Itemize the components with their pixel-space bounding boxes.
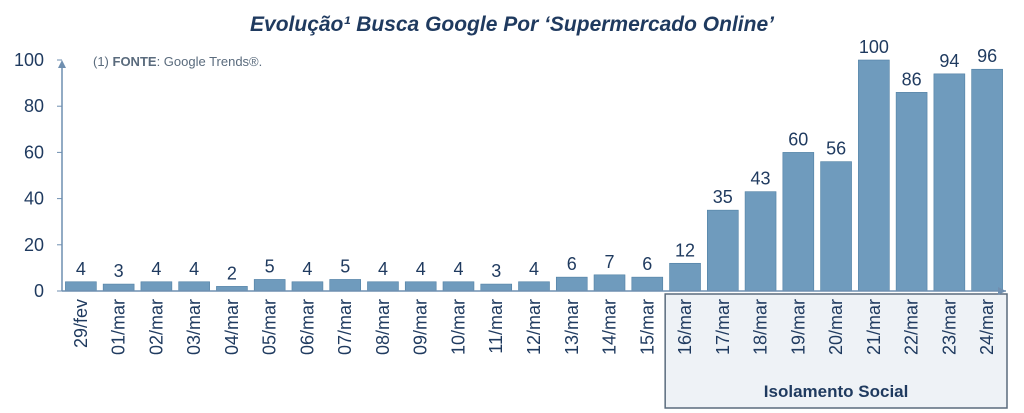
bar-11: [480, 283, 513, 292]
bars-group: [65, 59, 1003, 292]
bar-8: [367, 281, 399, 292]
x-tick-label-15: 15/mar: [637, 299, 657, 355]
x-tick-label-17: 17/mar: [713, 299, 733, 355]
data-label-16: 12: [675, 240, 695, 260]
x-tick-label-9: 09/mar: [411, 299, 431, 355]
y-tick-label-1: 20: [24, 235, 44, 255]
data-label-14: 7: [605, 252, 615, 272]
bar-24: [971, 68, 1003, 292]
bar-1: [102, 283, 135, 292]
data-label-6: 4: [302, 259, 312, 279]
bar-20: [820, 161, 852, 292]
data-label-21: 100: [859, 37, 889, 57]
bar-3: [178, 281, 210, 292]
bar-22: [895, 92, 928, 292]
data-label-19: 60: [788, 129, 808, 149]
bar-5: [253, 279, 286, 292]
bar-16: [669, 262, 701, 292]
y-axis-arrow: [58, 60, 66, 68]
x-tick-label-0: 29/fev: [71, 299, 91, 348]
y-tick-label-3: 60: [24, 142, 44, 162]
data-label-1: 3: [114, 261, 124, 281]
x-tick-label-12: 12/mar: [524, 299, 544, 355]
bar-0: [65, 281, 97, 292]
bar-18: [744, 191, 777, 292]
x-tick-label-21: 21/mar: [864, 299, 884, 355]
data-label-0: 4: [76, 259, 86, 279]
data-label-24: 96: [977, 46, 997, 66]
data-label-8: 4: [378, 259, 388, 279]
x-tick-label-3: 03/mar: [184, 299, 204, 355]
y-axis: 0 20 40 60 80 100: [14, 50, 66, 301]
x-tick-label-11: 11/mar: [486, 299, 506, 354]
data-label-4: 2: [227, 263, 237, 283]
x-tick-label-24: 24/mar: [977, 299, 997, 355]
bar-10: [442, 281, 475, 292]
y-tick-label-0: 0: [34, 281, 44, 301]
source-label: FONTE: [113, 54, 157, 69]
x-tick-label-14: 14/mar: [600, 299, 620, 355]
bar-7: [329, 279, 361, 292]
x-tick-label-22: 22/mar: [902, 299, 922, 355]
bar-19: [782, 152, 815, 292]
x-tick-label-5: 05/mar: [260, 299, 280, 355]
bar-23: [933, 73, 966, 292]
x-tick-label-4: 04/mar: [222, 299, 242, 355]
bar-12: [518, 281, 550, 292]
data-label-22: 86: [902, 69, 922, 89]
x-tick-label-6: 06/mar: [297, 299, 317, 355]
x-tick-label-13: 13/mar: [562, 299, 582, 355]
x-tick-label-2: 02/mar: [146, 299, 166, 355]
x-tick-label-16: 16/mar: [675, 299, 695, 355]
data-label-18: 43: [751, 169, 771, 189]
data-label-13: 6: [567, 254, 577, 274]
bar-2: [140, 281, 173, 292]
bar-9: [404, 281, 437, 292]
data-label-11: 3: [491, 261, 501, 281]
data-label-5: 5: [265, 256, 275, 276]
data-label-23: 94: [939, 51, 959, 71]
bar-14: [593, 274, 626, 292]
x-tick-label-18: 18/mar: [751, 299, 771, 355]
data-label-12: 4: [529, 259, 539, 279]
chart-source-note: (1) FONTE: Google Trends®.: [93, 54, 262, 69]
data-label-9: 4: [416, 259, 426, 279]
data-label-15: 6: [642, 254, 652, 274]
x-tick-label-20: 20/mar: [826, 299, 846, 355]
y-tick-label-4: 80: [24, 96, 44, 116]
bar-15: [631, 276, 664, 292]
y-tick-label-5: 100: [14, 50, 44, 70]
x-tick-label-10: 10/mar: [448, 299, 468, 355]
bar-13: [555, 276, 588, 292]
x-tick-label-23: 23/mar: [939, 299, 959, 355]
data-label-2: 4: [151, 259, 161, 279]
x-tick-label-1: 01/mar: [109, 299, 129, 355]
annotation-box: [664, 293, 1008, 409]
chart-title: Evolução¹ Busca Google Por ‘Supermercado…: [250, 13, 775, 36]
x-tick-label-8: 08/mar: [373, 299, 393, 355]
x-axis: 29/fev 01/mar 02/mar 03/mar 04/mar 05/mar 06/m…: [62, 287, 1006, 355]
bar-17: [707, 209, 739, 292]
x-tick-label-7: 07/mar: [335, 299, 355, 355]
data-label-7: 5: [340, 256, 350, 276]
source-prefix: (1): [93, 54, 113, 69]
data-label-3: 4: [189, 259, 199, 279]
x-tick-label-19: 19/mar: [788, 299, 808, 355]
data-label-10: 4: [453, 259, 463, 279]
data-label-17: 35: [713, 187, 733, 207]
bar-6: [291, 281, 324, 292]
data-label-20: 56: [826, 139, 846, 159]
x-axis-arrow: [998, 287, 1006, 295]
annotation-label: Isolamento Social: [764, 382, 909, 401]
bar-21: [858, 59, 890, 292]
source-text: : Google Trends®.: [157, 54, 263, 69]
y-tick-label-2: 40: [24, 189, 44, 209]
